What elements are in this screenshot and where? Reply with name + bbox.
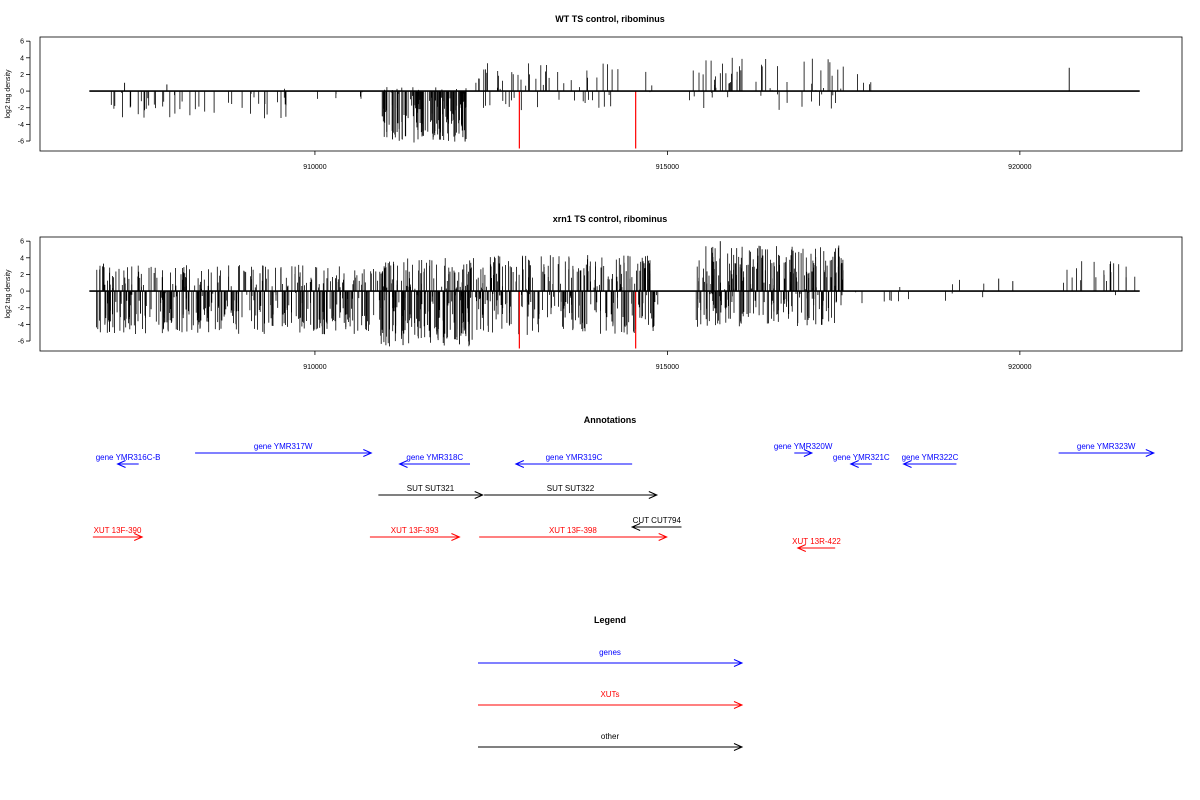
legend-label: other [601, 732, 620, 741]
y-axis-xrn1: -6 -4 -2 0 2 4 6 [18, 239, 31, 346]
annotation-label: SUT SUT322 [547, 484, 595, 493]
annotation-label: gene YMR320W [774, 442, 833, 451]
annotation-feature: SUT SUT321 [378, 484, 484, 499]
y-tick-label: 0 [20, 289, 24, 296]
y-tick-label: 2 [20, 72, 24, 79]
signal-bars-wt [89, 57, 1140, 149]
annotation-feature: gene YMR323W [1058, 442, 1156, 457]
x-axis-wt: 910000 915000 920000 [303, 151, 1032, 171]
legend-entry: XUTs [478, 690, 744, 709]
signal-bars-xrn1 [89, 241, 1140, 349]
x-tick-label: 920000 [1008, 364, 1031, 371]
panel-title-wt: WT TS control, ribominus [555, 14, 665, 24]
annotation-feature: gene YMR319C [514, 453, 633, 468]
x-tick-label: 910000 [303, 164, 326, 171]
annotation-feature: gene YMR322C [902, 453, 959, 468]
panel-wt-ts-control: WT TS control, ribominus -6 -4 -2 0 2 4 6 log2… [5, 14, 1183, 171]
annotation-label: gene YMR319C [546, 453, 603, 462]
legend: Legend genes XUTs other [478, 615, 744, 751]
annotation-feature: XUT 13F-390 [92, 526, 144, 541]
annotation-label: gene YMR317W [254, 442, 313, 451]
legend-title: Legend [594, 615, 626, 625]
x-tick-label: 915000 [656, 164, 679, 171]
y-axis-label-xrn1: log2 tag density [5, 269, 12, 319]
y-tick-label: -6 [18, 139, 24, 146]
annotation-label: gene YMR322C [902, 453, 959, 462]
panel-title-xrn1: xrn1 TS control, ribominus [553, 214, 668, 224]
annotation-feature: SUT SUT322 [484, 484, 659, 499]
y-tick-label: 6 [20, 39, 24, 46]
annotation-feature: CUT CUT794 [630, 516, 682, 531]
annotation-label: gene YMR323W [1077, 442, 1136, 451]
annotation-label: CUT CUT794 [633, 516, 682, 525]
annotations-title: Annotations [584, 415, 637, 425]
annotation-feature: gene YMR321C [833, 453, 890, 468]
x-tick-label: 920000 [1008, 164, 1031, 171]
annotation-label: gene YMR316C-B [96, 453, 161, 462]
x-tick-label: 915000 [656, 364, 679, 371]
annotation-feature: gene YMR316C-B [96, 453, 161, 468]
y-tick-label: 0 [20, 89, 24, 96]
y-tick-label: -2 [18, 305, 24, 312]
annotation-feature: gene YMR318C [398, 453, 471, 468]
y-tick-label: -6 [18, 339, 24, 346]
y-tick-label: -4 [18, 322, 24, 329]
y-axis-label-wt: log2 tag density [5, 69, 12, 119]
annotation-label: SUT SUT321 [407, 484, 455, 493]
panel-xrn1-ts-control: xrn1 TS control, ribominus -6 -4 -2 0 2 4 6 lo… [5, 214, 1183, 371]
annotation-feature: XUT 13F-398 [479, 526, 668, 541]
legend-entry: genes [478, 648, 744, 667]
legend-entries: genes XUTs other [478, 648, 744, 751]
y-tick-label: 6 [20, 239, 24, 246]
y-tick-label: 4 [20, 255, 24, 262]
y-tick-label: -2 [18, 105, 24, 112]
legend-label: XUTs [600, 690, 619, 699]
y-axis-wt: -6 -4 -2 0 2 4 6 [18, 39, 31, 146]
plot-frame-wt [39, 36, 1183, 152]
annotation-feature: gene YMR320W [774, 442, 833, 457]
annotation-feature: XUT 13F-393 [369, 526, 461, 541]
legend-label: genes [599, 648, 621, 657]
annotation-feature: gene YMR317W [195, 442, 373, 457]
annotation-label: XUT 13R-422 [792, 537, 841, 546]
annotation-label: XUT 13F-390 [94, 526, 142, 535]
plot-frame-xrn1 [39, 236, 1183, 352]
annotation-label: gene YMR318C [406, 453, 463, 462]
annotation-label: gene YMR321C [833, 453, 890, 462]
y-tick-label: 4 [20, 55, 24, 62]
annotation-feature: XUT 13R-422 [792, 537, 841, 552]
annotation-label: XUT 13F-398 [549, 526, 597, 535]
y-tick-label: -4 [18, 122, 24, 129]
y-tick-label: 2 [20, 272, 24, 279]
x-axis-xrn1: 910000 915000 920000 [303, 351, 1032, 371]
annotation-label: XUT 13F-393 [391, 526, 439, 535]
annotation-features: gene YMR317W gene YMR316C-B gene YMR318C ge… [92, 442, 1156, 552]
legend-entry: other [478, 732, 744, 751]
x-tick-label: 910000 [303, 364, 326, 371]
